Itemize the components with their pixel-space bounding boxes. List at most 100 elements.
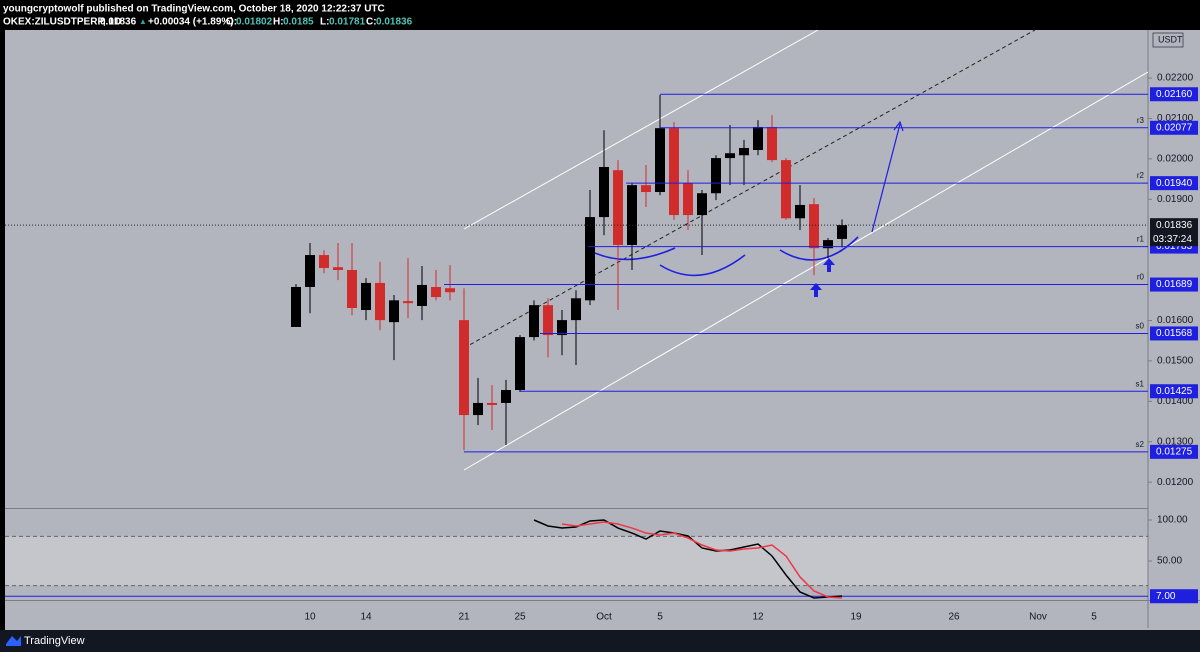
footer-logo: TradingView xyxy=(6,635,85,647)
last-price-bg xyxy=(1150,218,1198,247)
h-line-label: 7.00 xyxy=(1156,591,1176,602)
level-label: 0.01940 xyxy=(1156,178,1193,189)
candle-body xyxy=(809,204,819,249)
level-label: 0.01275 xyxy=(1156,446,1193,457)
candle-body xyxy=(697,193,707,216)
currency: USDT xyxy=(1158,34,1183,44)
candle-body xyxy=(683,183,693,216)
x-tick-label: Oct xyxy=(596,612,612,623)
candle-body xyxy=(361,282,371,311)
countdown: 03:37:24 xyxy=(1153,234,1192,245)
x-tick-label: 5 xyxy=(657,612,663,623)
candle-body xyxy=(823,240,833,249)
candle-body xyxy=(767,126,777,161)
candle-body xyxy=(599,166,609,218)
last-price-label: 0.01836 xyxy=(1156,220,1193,231)
currency-box xyxy=(1152,32,1184,48)
candle-body xyxy=(473,402,483,416)
level-name: s2 xyxy=(1136,440,1145,449)
y-tick-label: 0.01200 xyxy=(1157,477,1194,488)
oscillator-pane xyxy=(5,519,1148,599)
price-pane xyxy=(5,93,1148,453)
ohlc-label: C: xyxy=(366,17,377,28)
level-label: 0.01425 xyxy=(1156,386,1193,397)
y-tick-label: 0.02000 xyxy=(1157,154,1194,165)
level-label-bg xyxy=(1150,87,1198,102)
level-label: 0.02160 xyxy=(1156,89,1193,100)
h-line-label-bg xyxy=(1150,589,1198,604)
candle-body xyxy=(515,337,525,391)
channel-mid xyxy=(463,30,1036,349)
candle-body xyxy=(627,185,637,245)
candle-body xyxy=(501,390,511,403)
level-name: r3 xyxy=(1137,116,1145,125)
change: +0.00034 (+1.89%) xyxy=(148,17,234,28)
candle-body xyxy=(725,153,735,159)
candle-body xyxy=(641,185,651,193)
up-arrow xyxy=(823,258,835,272)
candle-body xyxy=(543,305,553,336)
drawn-curve xyxy=(659,254,746,277)
level-label-bg xyxy=(1150,384,1198,399)
candle-body xyxy=(487,402,497,405)
candle-body xyxy=(445,288,455,293)
level-name: s0 xyxy=(1136,322,1145,331)
level-label: 0.02077 xyxy=(1156,122,1193,133)
x-tick-label: 26 xyxy=(948,612,960,623)
ohlc-label: O: xyxy=(226,17,237,28)
axes: 0.02200 0.02100 0.02000 0.01900 0.01600 0.015… xyxy=(304,73,1198,623)
candle-body xyxy=(669,128,679,216)
candle-body xyxy=(347,270,357,308)
x-tick-label: 5 xyxy=(1091,612,1097,623)
level-name: r0 xyxy=(1137,273,1145,282)
candle-body xyxy=(753,126,763,151)
level-label: 0.01568 xyxy=(1156,328,1193,339)
y-tick-label: 0.02100 xyxy=(1157,113,1194,124)
candle-body xyxy=(529,305,539,338)
osc-line xyxy=(533,519,843,599)
x-tick-label: Nov xyxy=(1029,612,1047,623)
ohlc-label: H: xyxy=(273,17,284,28)
candle-body xyxy=(711,158,721,194)
level-name: s1 xyxy=(1136,379,1145,388)
level-label-bg xyxy=(1150,120,1198,135)
y-tick-label: 100.00 xyxy=(1157,515,1188,526)
y-tick-label: 0.01600 xyxy=(1157,315,1194,326)
candle-body xyxy=(795,204,805,219)
y-tick-label: 0.01500 xyxy=(1157,356,1194,367)
x-tick-label: 21 xyxy=(458,612,470,623)
x-tick-label: 10 xyxy=(304,612,316,623)
candle-body xyxy=(333,267,343,271)
last-price: 0.01836 xyxy=(100,17,137,28)
candle-body xyxy=(319,255,329,268)
brand: TradingView xyxy=(24,635,85,647)
channel-upper xyxy=(463,30,819,230)
level-label: 0.01689 xyxy=(1156,279,1193,290)
chart-bg xyxy=(5,30,1200,630)
osc-band-bg xyxy=(5,536,1148,586)
logo-icon xyxy=(6,636,21,646)
y-tick-label: 0.01900 xyxy=(1157,194,1194,205)
publisher: youngcryptowolf published on TradingView… xyxy=(3,4,385,15)
candle-body xyxy=(375,282,385,321)
ohlc-value: 0.0185 xyxy=(283,17,314,28)
level-name: r1 xyxy=(1137,235,1145,244)
candle-body xyxy=(739,147,749,156)
y-tick-label: 0.01400 xyxy=(1157,396,1194,407)
x-tick-label: 14 xyxy=(360,612,372,623)
level-name: r2 xyxy=(1137,171,1145,180)
up-arrow xyxy=(810,283,822,297)
candle-body xyxy=(403,301,413,304)
ohlc-value: 0.01802 xyxy=(236,17,273,28)
ohlc-value: 0.01836 xyxy=(376,17,413,28)
symbol: OKEX:ZILUSDTPERP, 1D xyxy=(3,17,121,28)
candle-body xyxy=(389,300,399,323)
candle-body xyxy=(557,320,567,336)
ohlc-label: L: xyxy=(320,17,329,28)
footer-bar xyxy=(0,630,1200,652)
candle-body xyxy=(781,160,791,219)
x-tick-label: 12 xyxy=(752,612,764,623)
y-tick-label: 0.02200 xyxy=(1157,73,1194,84)
candle-body xyxy=(459,320,469,416)
